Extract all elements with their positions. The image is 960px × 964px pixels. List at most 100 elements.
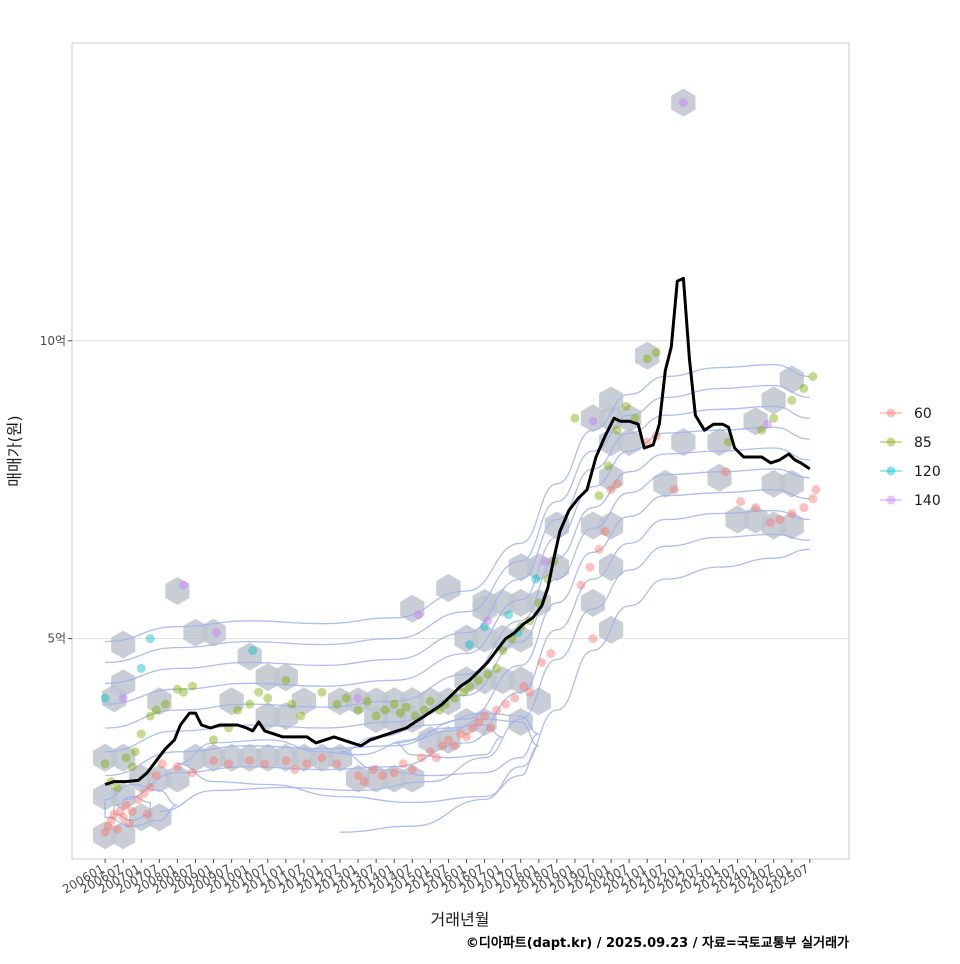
legend-key-point bbox=[886, 466, 896, 476]
density-contour bbox=[105, 468, 810, 753]
y-tick-label: 5억 bbox=[47, 632, 66, 646]
legend-key-point bbox=[886, 408, 896, 418]
scatter-point-60 bbox=[290, 765, 300, 775]
scatter-point-60 bbox=[612, 479, 622, 489]
scatter-point-60 bbox=[106, 815, 116, 825]
scatter-point-85 bbox=[317, 687, 327, 697]
legend-key-point bbox=[886, 437, 896, 447]
scatter-point-60 bbox=[145, 783, 155, 793]
scatter-point-85 bbox=[757, 425, 767, 435]
scatter-point-60 bbox=[245, 756, 255, 766]
scatter-point-85 bbox=[371, 711, 381, 721]
scatter-point-60 bbox=[600, 526, 610, 536]
scatter-point-85 bbox=[121, 753, 131, 763]
hexbin-cell bbox=[508, 666, 533, 695]
scatter-point-60 bbox=[811, 485, 821, 495]
scatter-point-85 bbox=[612, 425, 622, 435]
scatter-point-60 bbox=[501, 699, 511, 709]
hexbin-cell bbox=[599, 463, 624, 492]
scatter-point-140 bbox=[540, 556, 550, 566]
scatter-point-60 bbox=[224, 759, 234, 769]
hexbin-layer bbox=[93, 88, 804, 850]
scatter-point-120 bbox=[248, 646, 258, 656]
scatter-point-85 bbox=[245, 699, 255, 709]
scatter-point-60 bbox=[787, 509, 797, 519]
scatter-point-85 bbox=[160, 699, 170, 709]
scatter-point-60 bbox=[576, 580, 586, 590]
y-axis-title: 매매가(원) bbox=[5, 415, 24, 486]
scatter-point-120 bbox=[136, 663, 146, 673]
scatter-point-140 bbox=[118, 693, 128, 703]
y-tick-label: 10억 bbox=[40, 334, 66, 348]
hexbin-cell bbox=[219, 687, 244, 716]
hexbin-cell bbox=[273, 702, 298, 731]
density-contour bbox=[339, 712, 539, 777]
density-contour bbox=[394, 724, 503, 759]
scatter-point-85 bbox=[799, 383, 809, 393]
scatter-point-60 bbox=[302, 759, 312, 769]
hexbin-cell bbox=[617, 404, 642, 433]
scatter-point-85 bbox=[651, 348, 661, 358]
scatter-point-140 bbox=[483, 616, 493, 626]
scatter-point-85 bbox=[178, 687, 188, 697]
scatter-point-85 bbox=[296, 711, 306, 721]
scatter-point-60 bbox=[368, 765, 378, 775]
hexbin-cell bbox=[111, 630, 136, 659]
scatter-point-60 bbox=[775, 514, 785, 524]
scatter-point-60 bbox=[588, 634, 598, 644]
hexbin-cell bbox=[237, 642, 262, 671]
source-caption: ©디아파트(dapt.kr) / 2025.09.23 / 자료=국토교통부 실… bbox=[466, 935, 849, 951]
hexbin-cell bbox=[147, 803, 172, 832]
density-contour bbox=[177, 718, 540, 804]
scatter-point-85 bbox=[233, 705, 243, 715]
density-contour bbox=[105, 384, 810, 664]
scatter-point-60 bbox=[398, 759, 408, 769]
scatter-point-120 bbox=[100, 693, 110, 703]
scatter-point-60 bbox=[642, 437, 652, 447]
scatter-point-85 bbox=[419, 705, 429, 715]
density-contour bbox=[104, 783, 178, 827]
scatter-point-60 bbox=[115, 806, 125, 816]
scatter-point-85 bbox=[465, 681, 475, 691]
density-contour bbox=[105, 447, 810, 729]
scatter-point-85 bbox=[112, 783, 122, 793]
density-contours bbox=[104, 363, 810, 833]
scatter-point-60 bbox=[157, 759, 167, 769]
scatter-point-85 bbox=[389, 699, 399, 709]
scatter-point-60 bbox=[449, 741, 459, 751]
scatter-point-60 bbox=[474, 717, 484, 727]
scatter-point-60 bbox=[100, 827, 110, 837]
scatter-point-60 bbox=[462, 732, 472, 742]
scatter-point-85 bbox=[594, 491, 604, 501]
scatter-point-60 bbox=[492, 705, 502, 715]
hexbin-cell bbox=[472, 594, 497, 623]
density-contour bbox=[123, 509, 810, 801]
scatter-point-60 bbox=[585, 562, 595, 572]
hexbin-cell bbox=[165, 764, 190, 793]
scatter-point-60 bbox=[766, 517, 776, 527]
hexbin-cell bbox=[599, 553, 624, 582]
density-contour bbox=[105, 363, 810, 643]
hexbin-cell bbox=[599, 386, 624, 415]
hexbin-cell bbox=[147, 687, 172, 716]
scatter-point-140 bbox=[678, 98, 688, 108]
scatter-point-85 bbox=[492, 663, 502, 673]
scatter-point-60 bbox=[456, 729, 465, 739]
scatter-point-60 bbox=[187, 768, 197, 778]
scatter-point-60 bbox=[425, 747, 435, 757]
scatter-point-85 bbox=[808, 372, 818, 382]
scatter-point-60 bbox=[594, 544, 604, 554]
scatter-point-60 bbox=[142, 809, 152, 819]
scatter-point-85 bbox=[425, 696, 435, 706]
scatter-point-60 bbox=[260, 759, 270, 769]
hexbin-cell bbox=[400, 764, 425, 793]
scatter-point-60 bbox=[525, 687, 535, 697]
scatter-point-60 bbox=[124, 818, 134, 828]
hexbin-cell bbox=[201, 618, 226, 647]
scatter-point-85 bbox=[769, 413, 779, 423]
scatter-point-60 bbox=[480, 711, 490, 721]
legend-label: 140 bbox=[914, 493, 941, 509]
scatter-point-140 bbox=[212, 628, 222, 638]
trend-line-layer bbox=[104, 276, 811, 786]
